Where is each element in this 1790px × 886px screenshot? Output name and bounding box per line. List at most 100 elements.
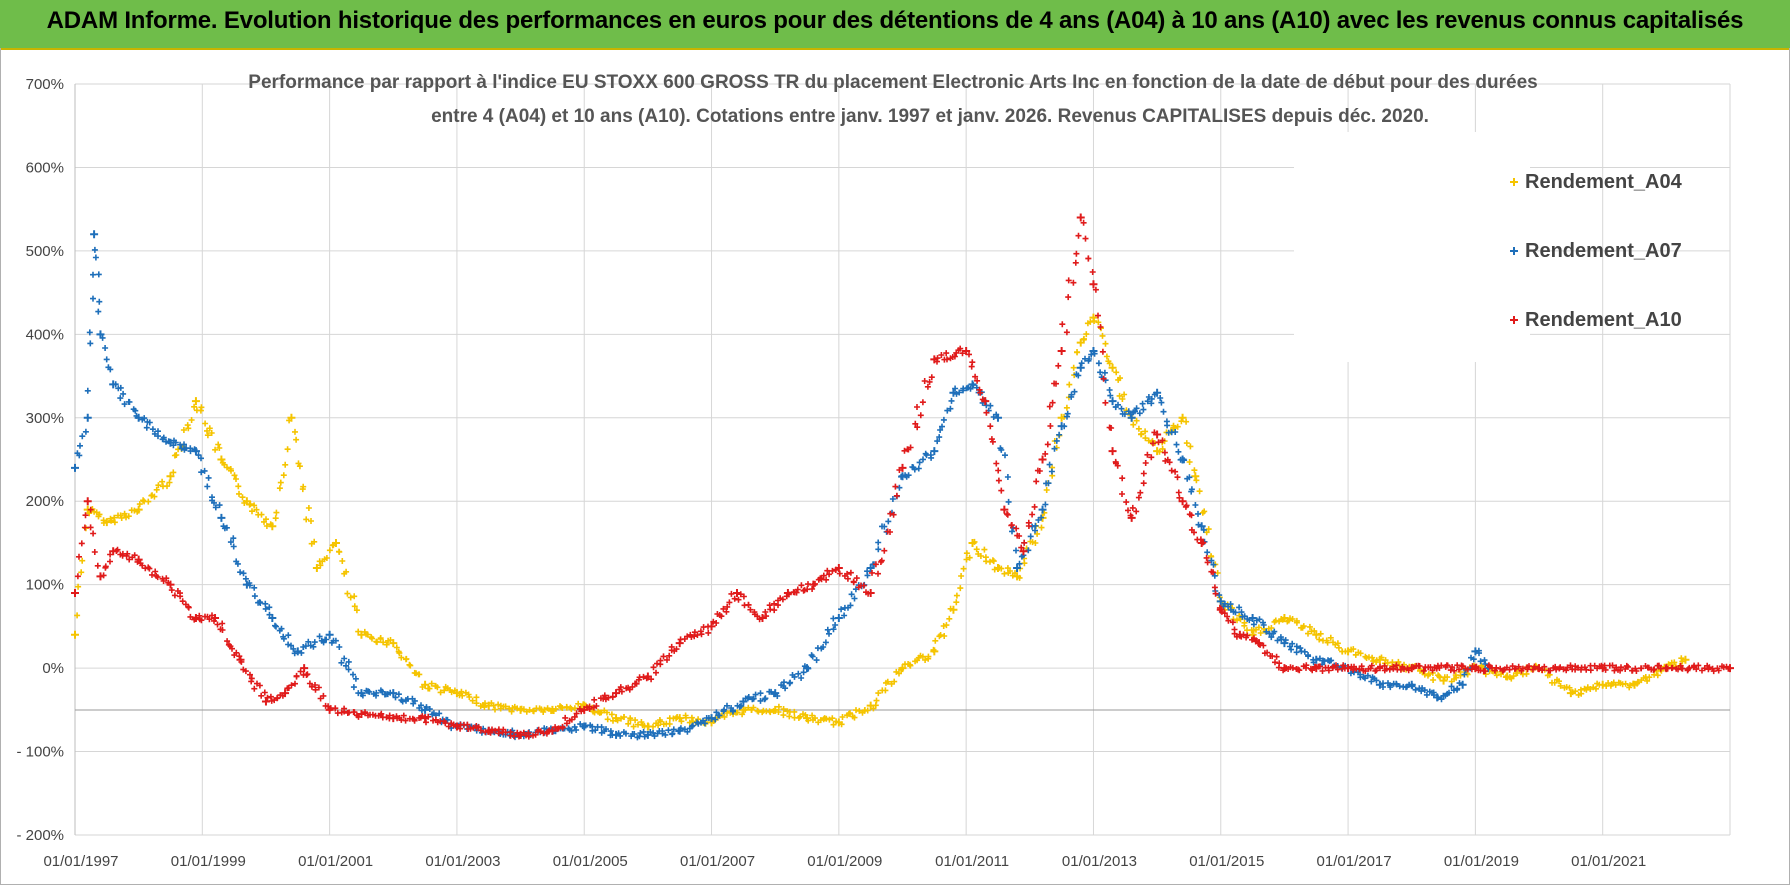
marker-cloud	[1435, 680, 1463, 703]
marker-cloud	[74, 512, 89, 580]
data-point	[993, 413, 1002, 422]
marker-cloud	[1283, 662, 1318, 674]
data-point	[1013, 563, 1022, 572]
marker-cloud	[107, 507, 141, 526]
marker-cloud	[902, 646, 937, 669]
marker-cloud	[1091, 318, 1113, 367]
marker-cloud	[1238, 631, 1260, 645]
data-point	[191, 397, 200, 406]
marker-cloud	[1061, 371, 1082, 430]
marker-cloud	[362, 709, 393, 722]
y-tick-label: 300%	[26, 410, 64, 427]
y-tick-label: - 200%	[16, 827, 64, 844]
marker-cloud	[983, 409, 1005, 494]
y-tick-label: 600%	[26, 159, 64, 176]
marker-cloud	[836, 569, 872, 597]
x-tick-label: 01/01/2003	[425, 853, 500, 870]
marker-cloud	[870, 666, 905, 712]
y-tick-label: - 100%	[16, 744, 64, 761]
marker-cloud	[934, 345, 966, 365]
marker-cloud	[1080, 219, 1096, 275]
data-point	[1038, 455, 1047, 464]
marker-cloud	[246, 501, 274, 529]
chart-title-line-2: entre 4 (A04) et 10 ans (A10). Cotations…	[431, 106, 1429, 127]
data-point	[1038, 505, 1047, 514]
x-tick-label: 01/01/2011	[935, 853, 1009, 870]
data-point	[281, 689, 290, 698]
marker-cloud	[99, 334, 114, 373]
marker-cloud	[361, 628, 394, 648]
marker-cloud	[1129, 429, 1158, 515]
data-point	[1153, 430, 1162, 439]
marker-cloud	[1157, 395, 1184, 463]
marker-cloud	[953, 550, 973, 606]
data-point	[300, 664, 309, 673]
data-point	[71, 630, 79, 639]
marker-cloud	[677, 715, 712, 735]
data-point	[981, 397, 990, 406]
y-tick-label: 500%	[26, 243, 64, 260]
data-point	[707, 714, 716, 723]
marker-cloud	[316, 541, 337, 569]
legend-marker	[1510, 178, 1518, 186]
marker-cloud	[1112, 401, 1134, 418]
marker-cloud	[902, 450, 935, 480]
marker-cloud	[775, 703, 809, 721]
marker-cloud	[1183, 418, 1198, 474]
x-tick-label: 01/01/2013	[1062, 853, 1137, 870]
marker-cloud	[996, 564, 1018, 579]
data-point	[331, 538, 340, 547]
data-point	[930, 647, 939, 656]
series-Rendement_A04	[71, 313, 1690, 731]
marker-cloud	[1155, 437, 1183, 501]
series-Rendement_A10	[71, 213, 1734, 740]
legend-label: Rendement_A07	[1525, 240, 1682, 262]
marker-cloud	[1282, 637, 1317, 666]
data-point	[217, 513, 226, 522]
marker-cloud	[292, 428, 318, 547]
marker-cloud	[139, 415, 172, 445]
marker-cloud	[520, 726, 553, 740]
legend-marker	[1510, 247, 1518, 255]
marker-cloud	[74, 525, 89, 619]
marker-cloud	[1220, 600, 1253, 624]
data-point	[268, 614, 277, 623]
marker-cloud	[91, 246, 103, 315]
data-point	[1197, 522, 1206, 531]
marker-cloud	[392, 691, 425, 714]
data-point	[949, 605, 958, 614]
marker-cloud	[272, 622, 298, 657]
data-point	[1598, 680, 1607, 689]
data-point	[898, 463, 907, 472]
data-point	[898, 664, 907, 673]
data-point	[83, 497, 92, 506]
marker-cloud	[168, 587, 198, 623]
marker-cloud	[328, 637, 362, 697]
marker-cloud	[214, 620, 243, 660]
data-point	[96, 330, 105, 339]
data-point	[1000, 505, 1009, 514]
data-point	[134, 505, 143, 514]
marker-cloud	[870, 473, 905, 568]
x-tick-label: 01/01/2021	[1571, 853, 1646, 870]
legend: Rendement_A04 Rendement_A07 Rendement_A10	[1510, 171, 1683, 331]
marker-cloud	[137, 560, 172, 586]
marker-cloud	[1042, 362, 1062, 457]
marker-cloud	[812, 566, 839, 587]
y-tick-label: 400%	[26, 326, 64, 343]
data-point	[1108, 447, 1117, 456]
marker-cloud	[487, 726, 522, 740]
marker-cloud	[1409, 683, 1437, 699]
data-point	[1254, 639, 1263, 648]
data-point	[293, 647, 302, 656]
marker-cloud	[1181, 457, 1202, 528]
legend-marker	[1510, 316, 1518, 324]
data-point	[1566, 689, 1575, 698]
marker-cloud	[774, 663, 808, 699]
data-point	[1681, 655, 1690, 664]
data-point	[1108, 397, 1117, 406]
marker-cloud	[1042, 431, 1063, 508]
marker-cloud	[805, 615, 839, 672]
marker-cloud	[1664, 662, 1732, 675]
legend-background	[1294, 132, 1530, 362]
